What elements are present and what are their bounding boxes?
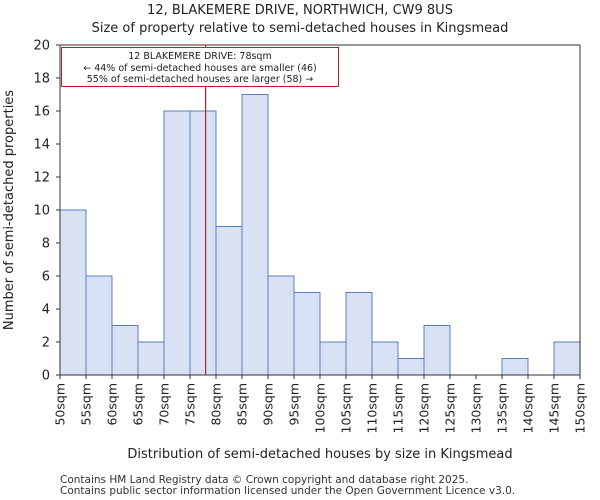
x-tick-label: 65sqm [131, 383, 146, 426]
x-tick-label: 60sqm [105, 383, 120, 426]
x-tick-label: 100sqm [313, 383, 328, 433]
histogram-bar [189, 110, 217, 376]
histogram-bar [59, 209, 87, 376]
x-tick-label: 55sqm [79, 383, 94, 426]
x-tick-label: 80sqm [209, 383, 224, 426]
y-tick-label: 2 [42, 336, 50, 351]
y-tick-label: 4 [42, 303, 50, 318]
x-tick-label: 140sqm [521, 383, 536, 433]
histogram-bar [163, 110, 191, 376]
histogram-bar [137, 341, 165, 376]
histogram-bar [241, 94, 269, 376]
histogram-bar [397, 358, 425, 376]
histogram-bar [293, 292, 321, 376]
y-tick-label: 14 [33, 138, 50, 153]
x-tick-label: 70sqm [157, 383, 172, 426]
x-tick-label: 150sqm [573, 383, 588, 433]
y-tick-label: 6 [42, 270, 50, 285]
histogram-bar [423, 325, 451, 376]
x-tick-label: 135sqm [495, 383, 510, 433]
annotation-line-2: ← 44% of semi-detached houses are smalle… [83, 62, 317, 74]
histogram-bar [111, 325, 139, 376]
y-tick-label: 12 [33, 171, 50, 186]
histogram-bar [553, 341, 581, 376]
histogram-bar [215, 226, 243, 376]
x-tick-label: 130sqm [469, 383, 484, 433]
x-tick-label: 75sqm [183, 383, 198, 426]
y-axis-label: Number of semi-detached properties [2, 90, 17, 330]
y-tick-label: 18 [33, 72, 50, 87]
x-tick-label: 85sqm [235, 383, 250, 426]
x-tick-label: 120sqm [417, 383, 432, 433]
x-axis-label: Distribution of semi-detached houses by … [127, 447, 512, 462]
y-tick-label: 8 [42, 237, 50, 252]
histogram-bar [319, 341, 347, 376]
x-tick-label: 95sqm [287, 383, 302, 426]
x-tick-label: 145sqm [547, 383, 562, 433]
y-tick-label: 20 [33, 39, 50, 54]
histogram-bar [501, 358, 529, 376]
histogram-bar [371, 341, 399, 376]
x-tick-label: 105sqm [339, 383, 354, 433]
histogram-bar [267, 275, 295, 376]
histogram-bar [85, 275, 113, 376]
marker-annotation: 12 BLAKEMERE DRIVE: 78sqm ← 44% of semi-… [61, 47, 339, 87]
annotation-line-1: 12 BLAKEMERE DRIVE: 78sqm [128, 51, 272, 62]
chart-subtitle: Size of property relative to semi-detach… [91, 21, 509, 36]
footer-licence: Contains public sector information licen… [60, 485, 516, 497]
y-tick-label: 0 [42, 369, 50, 384]
chart-title: 12, BLAKEMERE DRIVE, NORTHWICH, CW9 8US [147, 3, 453, 18]
x-tick-label: 115sqm [391, 383, 406, 433]
x-tick-label: 125sqm [443, 383, 458, 433]
x-tick-label: 90sqm [261, 383, 276, 426]
x-tick-label: 50sqm [53, 383, 68, 426]
histogram-bar [345, 292, 373, 376]
y-tick-label: 16 [33, 105, 50, 120]
x-tick-label: 110sqm [365, 383, 380, 433]
footer-copyright: Contains HM Land Registry data © Crown c… [60, 474, 469, 486]
annotation-line-3: 55% of semi-detached houses are larger (… [86, 74, 314, 85]
y-tick-label: 10 [33, 204, 50, 219]
